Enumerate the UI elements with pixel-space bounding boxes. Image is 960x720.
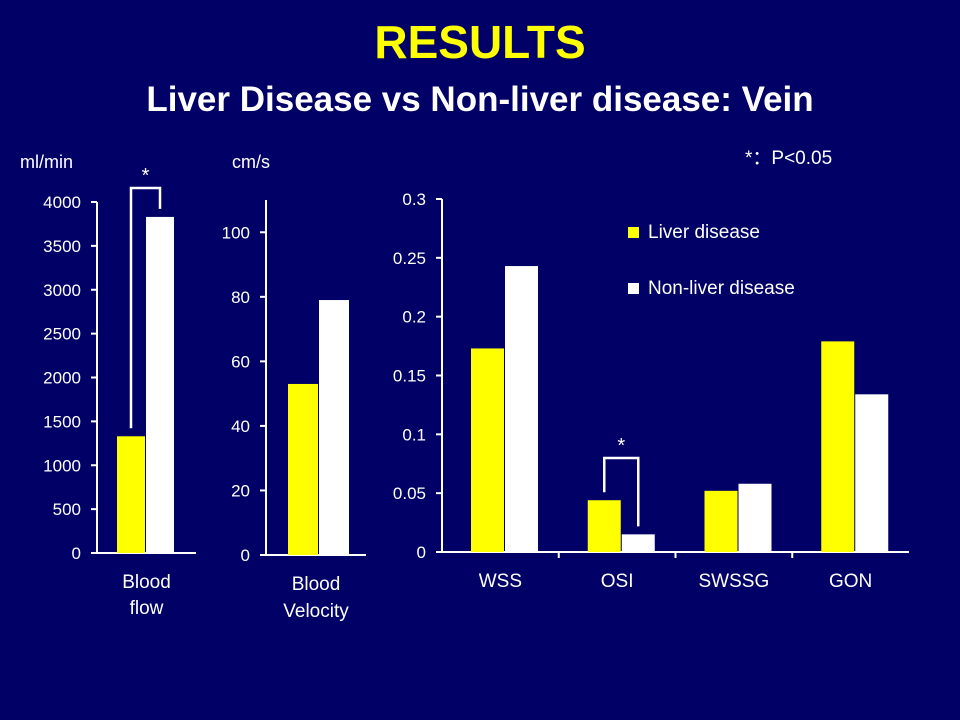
- x-category-label: GON: [829, 571, 872, 592]
- significance-bracket: [603, 456, 640, 527]
- y-tick-label: 20: [231, 481, 250, 500]
- bar-liver-disease: [704, 490, 738, 552]
- bar-liver-disease: [117, 436, 145, 553]
- y-tick-label: 0.3: [402, 190, 426, 209]
- legend-label: Liver disease: [648, 222, 760, 243]
- bar-non-liver-disease: [621, 534, 655, 552]
- y-tick-label: 0: [72, 544, 81, 563]
- y-tick-label: 100: [222, 223, 250, 242]
- chart-2: cm/s 0 20 40 60 80 100 Blood Velocity: [222, 152, 366, 622]
- bar-liver-disease: [587, 500, 621, 552]
- bar-non-liver-disease: [855, 394, 889, 552]
- x-category-label: SWSSG: [699, 571, 770, 592]
- bar-non-liver-disease: [319, 300, 349, 555]
- y-tick-label: 1500: [43, 412, 81, 431]
- y-tick-label: 0.15: [393, 367, 426, 386]
- y-tick-label: 3000: [43, 281, 81, 300]
- x-category-label: WSS: [479, 571, 522, 592]
- x-category-label: flow: [130, 598, 164, 619]
- x-category-label: Velocity: [283, 601, 349, 622]
- significance-star: *: [617, 435, 625, 457]
- y-tick-label: 0: [241, 546, 250, 565]
- bar-liver-disease: [821, 341, 855, 552]
- significance-bracket: [129, 186, 162, 429]
- y-tick-label: 0.1: [402, 425, 426, 444]
- x-category-label: OSI: [601, 571, 634, 592]
- legend-swatch-liver: [628, 227, 639, 238]
- y-tick-label: 1000: [43, 456, 81, 475]
- legend-swatch-nonliver: [628, 283, 639, 294]
- y-tick-label: 60: [231, 352, 250, 371]
- bar-non-liver-disease: [146, 216, 174, 554]
- x-category-label: Blood: [122, 572, 171, 593]
- y-unit-label: ml/min: [20, 152, 73, 172]
- y-tick-label: 2500: [43, 325, 81, 344]
- y-unit-label: cm/s: [232, 152, 270, 172]
- x-category-label: Blood: [292, 574, 341, 595]
- chart-1: ml/min 0 500 1000 1500 2000 2500 3000 3500 4000 Bl…: [20, 152, 196, 619]
- chart-3: 0 0.05 0.1 0.15 0.2 0.25 0.3 WSS OSI SWSSG GON * Liv…: [393, 190, 909, 592]
- y-tick-label: 4000: [43, 193, 81, 212]
- bar-liver-disease: [471, 348, 504, 552]
- y-tick-label: 0: [417, 543, 426, 562]
- bar-non-liver-disease: [738, 483, 772, 552]
- bar-liver-disease: [288, 383, 318, 555]
- bar-non-liver-disease: [505, 266, 538, 552]
- significance-star: *: [142, 165, 150, 187]
- y-tick-label: 0.25: [393, 249, 426, 268]
- y-tick-label: 40: [231, 417, 250, 436]
- significance-note: *：P<0.05: [745, 148, 832, 169]
- y-tick-label: 0.2: [402, 308, 426, 327]
- y-tick-label: 3500: [43, 237, 81, 256]
- y-tick-label: 0.05: [393, 484, 426, 503]
- y-tick-label: 80: [231, 288, 250, 307]
- y-tick-label: 2000: [43, 369, 81, 388]
- slide-subtitle: Liver Disease vs Non-liver disease: Vein: [146, 80, 814, 119]
- y-tick-label: 500: [53, 500, 81, 519]
- slide-title: RESULTS: [374, 16, 586, 68]
- legend-label: Non-liver disease: [648, 278, 795, 299]
